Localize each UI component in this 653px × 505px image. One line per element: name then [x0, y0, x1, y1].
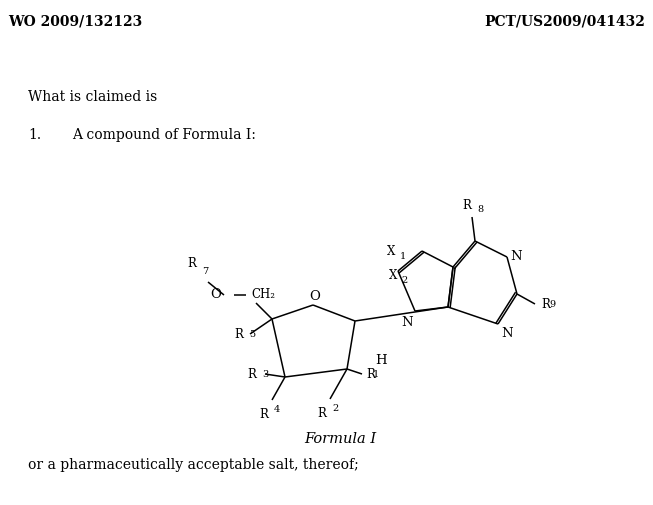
Text: Formula I: Formula I — [304, 431, 376, 445]
Text: A compound of Formula I:: A compound of Formula I: — [72, 128, 256, 142]
Text: PCT/US2009/041432: PCT/US2009/041432 — [484, 14, 645, 28]
Text: What is claimed is: What is claimed is — [28, 90, 157, 104]
Text: R: R — [541, 298, 550, 311]
Text: X: X — [389, 269, 397, 281]
Text: 3: 3 — [262, 369, 268, 378]
Text: R: R — [317, 406, 326, 419]
Text: O: O — [310, 289, 321, 302]
Text: WO 2009/132123: WO 2009/132123 — [8, 14, 142, 28]
Text: 8: 8 — [477, 205, 483, 214]
Text: CH₂: CH₂ — [251, 288, 275, 301]
Text: 1: 1 — [400, 251, 406, 261]
Text: 2: 2 — [401, 275, 407, 284]
Text: 9: 9 — [549, 299, 555, 309]
Text: N: N — [510, 249, 522, 262]
Text: 2: 2 — [332, 403, 338, 412]
Text: R: R — [366, 368, 375, 381]
Text: 7: 7 — [202, 267, 208, 275]
Text: N: N — [501, 326, 513, 339]
Text: R: R — [462, 198, 471, 212]
Text: or a pharmaceutically acceptable salt, thereof;: or a pharmaceutically acceptable salt, t… — [28, 457, 358, 471]
Text: 1.: 1. — [28, 128, 41, 142]
Text: R: R — [259, 407, 268, 420]
Text: 4: 4 — [274, 404, 280, 413]
Text: R: R — [187, 257, 196, 270]
Text: R: R — [247, 368, 256, 381]
Text: H: H — [375, 353, 387, 366]
Text: 5: 5 — [249, 329, 255, 338]
Text: N: N — [402, 316, 413, 328]
Text: O: O — [210, 288, 221, 301]
Text: 1: 1 — [373, 369, 379, 378]
Text: X: X — [387, 244, 395, 258]
Text: R: R — [234, 328, 243, 341]
